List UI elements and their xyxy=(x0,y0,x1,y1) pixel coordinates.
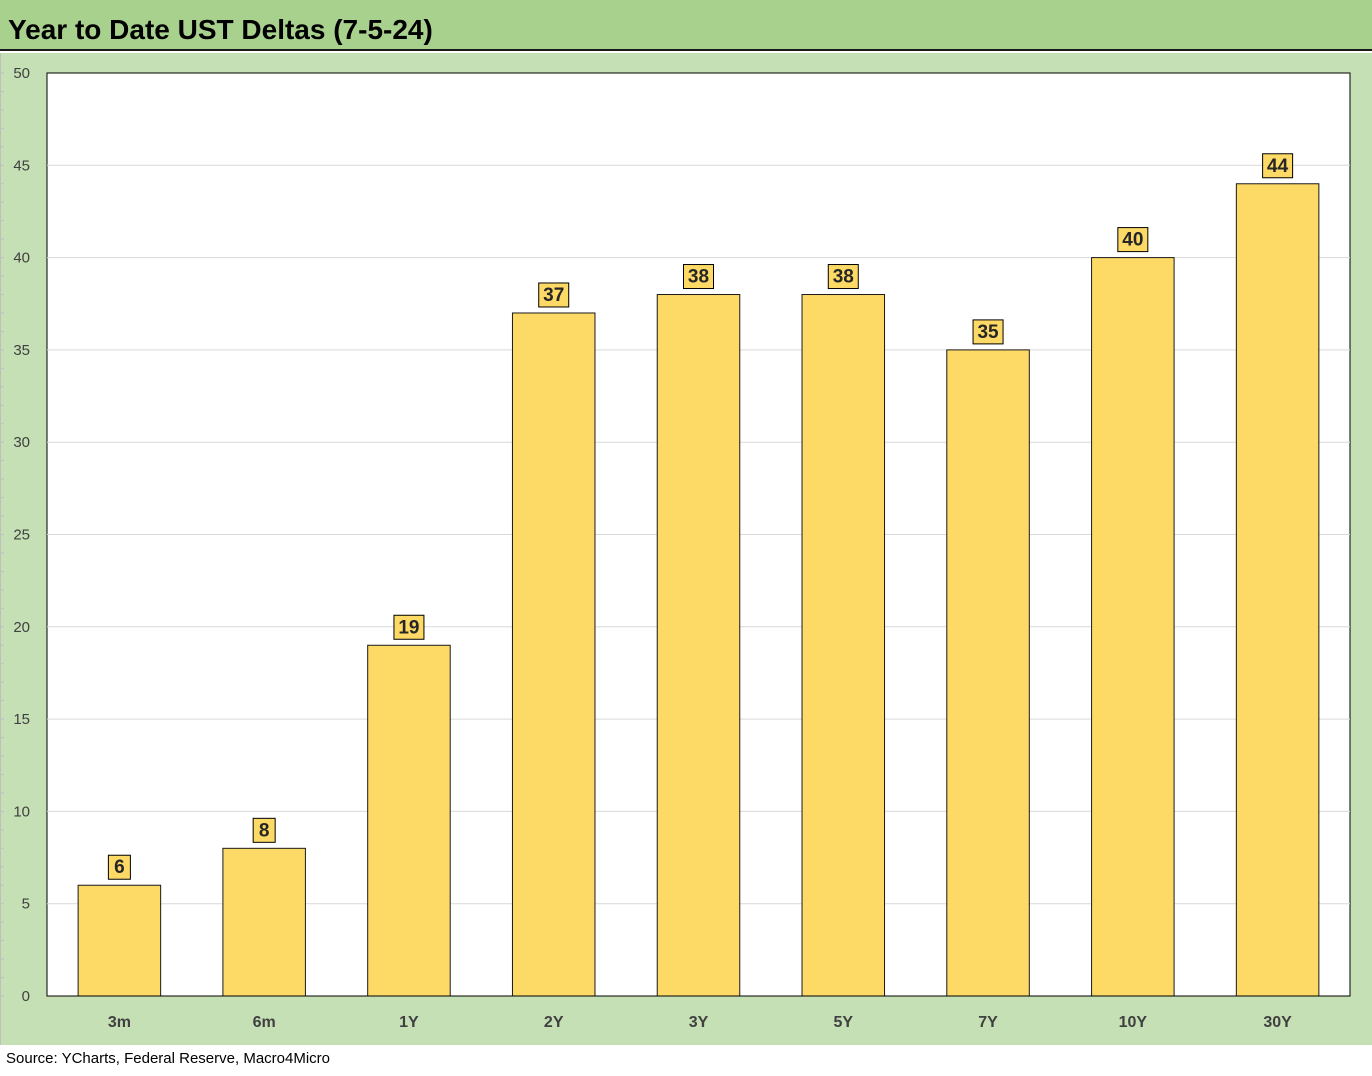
y-tick-label: 50 xyxy=(13,65,30,82)
x-tick-label: 2Y xyxy=(544,1014,564,1031)
x-tick-label: 5Y xyxy=(833,1014,853,1031)
bar-30y xyxy=(1235,183,1320,997)
y-tick-label: 30 xyxy=(13,434,30,451)
x-tick-label: 3Y xyxy=(689,1014,709,1031)
data-label-box xyxy=(1117,227,1149,253)
data-label: 40 xyxy=(1122,230,1143,251)
data-label-box xyxy=(538,282,570,308)
y-tick-label: 15 xyxy=(13,711,30,728)
data-label-box xyxy=(827,264,859,290)
y-tick-label: 25 xyxy=(13,527,30,544)
y-tick-label: 45 xyxy=(13,157,30,174)
data-label: 35 xyxy=(977,322,999,343)
data-label: 44 xyxy=(1267,156,1289,177)
data-label-box xyxy=(393,614,425,640)
data-label-box xyxy=(107,854,131,880)
x-tick-label: 6m xyxy=(253,1014,276,1031)
chart-title: Year to Date UST Deltas (7-5-24) xyxy=(8,14,433,45)
bar-10y xyxy=(1091,257,1175,997)
chart-panel: 0 5 10 15 20 25 30 35 40 45 50 6 3m 8 6m 19 1Y 37 2Y 38 3Y 38… xyxy=(0,53,1372,1045)
bar-2y xyxy=(511,312,596,997)
bar-1y xyxy=(367,644,451,997)
x-tick-label: 30Y xyxy=(1263,1014,1292,1031)
data-label-box xyxy=(1262,153,1294,179)
data-label: 8 xyxy=(259,820,270,841)
data-label: 37 xyxy=(543,285,564,306)
y-tick-label: 5 xyxy=(22,896,30,913)
bar-3m xyxy=(77,884,162,997)
left-border xyxy=(0,53,1,1045)
data-label: 6 xyxy=(114,857,125,878)
bar-5y xyxy=(801,294,886,997)
y-tick-label: 40 xyxy=(13,250,30,267)
x-tick-label: 1Y xyxy=(399,1014,419,1031)
data-label-box xyxy=(972,319,1004,345)
y-tick-label: 10 xyxy=(13,803,30,820)
x-tick-label: 10Y xyxy=(1119,1014,1148,1031)
y-tick-label: 35 xyxy=(13,342,30,359)
x-tick-label: 3m xyxy=(108,1014,131,1031)
bar-chart: 0 5 10 15 20 25 30 35 40 45 50 6 3m 8 6m 19 1Y 37 2Y 38 3Y 38… xyxy=(0,65,1351,1031)
data-label: 38 xyxy=(688,267,709,288)
x-tick-label: 7Y xyxy=(978,1014,998,1031)
data-label-box xyxy=(252,817,276,843)
title-bar: Year to Date UST Deltas (7-5-24) xyxy=(0,0,1372,51)
source-note: Source: YCharts, Federal Reserve, Macro4… xyxy=(6,1050,331,1067)
bar-7y xyxy=(946,349,1030,997)
y-tick-label: 0 xyxy=(22,988,30,1005)
bar-6m xyxy=(222,847,306,997)
data-label-box xyxy=(683,264,714,290)
bar-3y xyxy=(656,294,741,997)
data-label: 19 xyxy=(398,617,419,638)
y-tick-label: 20 xyxy=(13,619,30,636)
data-label: 38 xyxy=(833,267,854,288)
